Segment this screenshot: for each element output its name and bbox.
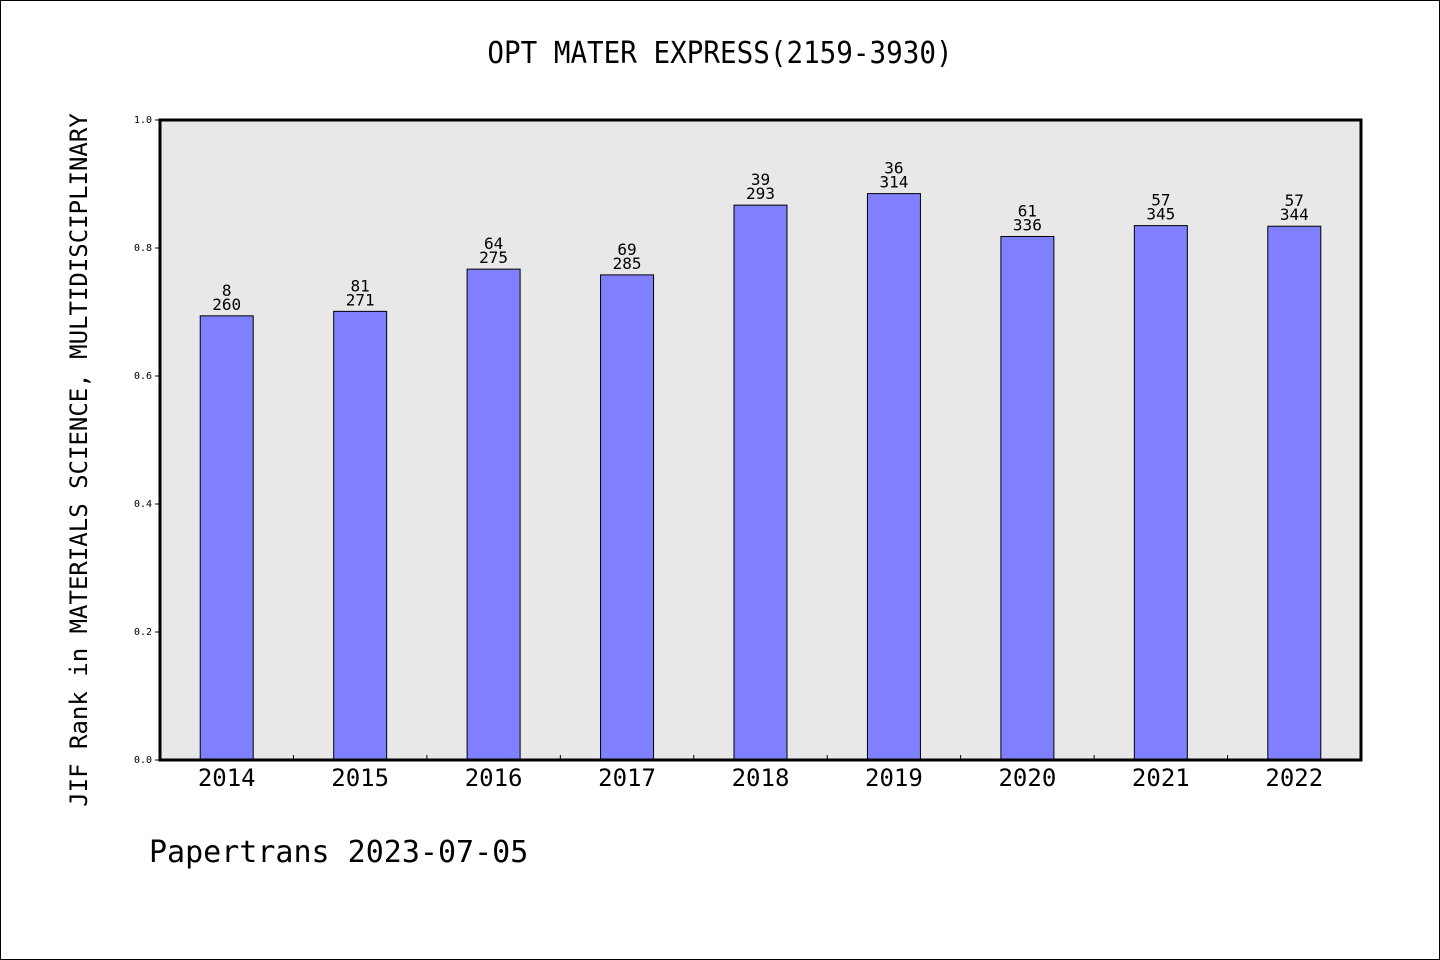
chart-title: OPT MATER EXPRESS(2159-3930)	[487, 36, 953, 71]
x-tick-label: 2014	[198, 764, 256, 792]
bar-total-label: 344	[1280, 205, 1309, 224]
bar-rank-label: 57	[1151, 191, 1170, 210]
y-tick-label: 0.6	[134, 371, 152, 382]
footer-note: Papertrans 2023-07-05	[149, 835, 529, 870]
bar-total-label: 275	[479, 248, 508, 267]
bar	[333, 310, 388, 761]
bar-rank-label: 81	[351, 276, 370, 295]
bar	[733, 204, 788, 761]
bar-rank-label: 39	[751, 170, 770, 189]
x-tick-label: 2020	[998, 764, 1056, 792]
x-tick-label: 2015	[331, 764, 389, 792]
x-tick-label: 2021	[1132, 764, 1190, 792]
y-axis: 0.0 0.2 0.4 0.6 0.8 1.0	[134, 115, 160, 766]
y-tick-label: 1.0	[134, 115, 152, 126]
x-tick-label: 2016	[465, 764, 523, 792]
x-axis: 2014 2015 2016 2017 2018 2019 2020 2021 2022	[198, 755, 1323, 792]
bar-total-label: 285	[613, 254, 642, 273]
bar-rank-label: 36	[884, 159, 903, 178]
bar	[199, 315, 254, 761]
bar	[1000, 235, 1055, 761]
bar-total-label: 336	[1013, 215, 1042, 234]
x-tick-label: 2022	[1265, 764, 1323, 792]
bar-total-label: 293	[746, 184, 775, 203]
bar-total-label: 314	[879, 173, 908, 192]
bar	[866, 193, 921, 761]
bar-rank-label: 64	[484, 234, 503, 253]
bar-rank-label: 57	[1285, 191, 1304, 210]
bar	[1267, 225, 1322, 761]
x-tick-label: 2017	[598, 764, 656, 792]
bar-rank-label: 61	[1018, 201, 1037, 220]
y-tick-label: 0.8	[134, 243, 152, 254]
plot-frame	[158, 118, 1363, 762]
bar	[600, 274, 655, 761]
y-tick-label: 0.4	[134, 499, 152, 510]
bar	[1133, 225, 1188, 761]
y-tick-label: 0.0	[134, 755, 152, 766]
bar-total-label: 345	[1146, 205, 1175, 224]
bar-rank-label: 69	[617, 240, 636, 259]
bar	[466, 268, 521, 761]
y-tick-label: 0.2	[134, 627, 152, 638]
bar-total-label: 271	[346, 290, 375, 309]
bar-rank-label: 8	[222, 281, 232, 300]
bar-total-label: 260	[212, 295, 241, 314]
bar-series	[199, 193, 1322, 761]
x-tick-label: 2018	[732, 764, 790, 792]
x-tick-label: 2019	[865, 764, 923, 792]
